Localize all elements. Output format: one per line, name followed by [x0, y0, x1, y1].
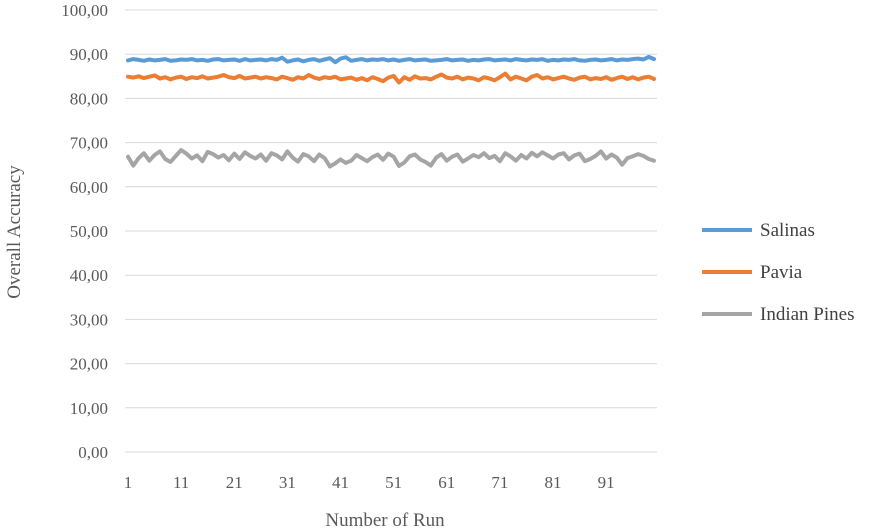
x-tick-label: 51	[385, 473, 402, 492]
series-lines	[126, 54, 656, 169]
y-tick-label: 40,00	[70, 266, 108, 285]
y-tick-label: 60,00	[70, 178, 108, 197]
legend: Salinas Pavia Indian Pines	[702, 220, 854, 325]
series-line-pavia	[126, 71, 656, 85]
y-tick-label: 50,00	[70, 222, 108, 241]
y-tick-label: 0,00	[78, 443, 108, 462]
y-tick-label: 90,00	[70, 45, 108, 64]
x-tick-label: 11	[173, 473, 189, 492]
legend-label-salinas: Salinas	[760, 220, 815, 241]
y-tick-label: 20,00	[70, 355, 108, 374]
y-tick-label: 80,00	[70, 89, 108, 108]
x-tick-label: 61	[438, 473, 455, 492]
x-tick-label: 31	[279, 473, 296, 492]
y-tick-label: 100,00	[61, 1, 108, 20]
y-tick-label: 70,00	[70, 134, 108, 153]
legend-label-pavia: Pavia	[760, 262, 803, 283]
x-tick-label: 1	[124, 473, 133, 492]
x-tick-label: 81	[545, 473, 562, 492]
y-axis-title: Overall Accuracy	[4, 165, 25, 299]
x-axis-title: Number of Run	[325, 510, 445, 529]
y-tick-label: 30,00	[70, 310, 108, 329]
x-axis-ticks: 1 11 21 31 41 51 61 71 81 91	[124, 473, 615, 492]
y-tick-label: 10,00	[70, 399, 108, 418]
y-axis-ticks: 0,00 10,00 20,00 30,00 40,00 50,00 60,00 70,00 8…	[61, 1, 108, 462]
series-line-indian-pines	[126, 148, 656, 169]
grid-lines	[125, 9, 657, 453]
series-line-salinas	[126, 54, 656, 65]
x-tick-label: 41	[332, 473, 349, 492]
x-tick-label: 91	[598, 473, 615, 492]
x-tick-label: 21	[226, 473, 243, 492]
x-tick-label: 71	[491, 473, 508, 492]
legend-label-indian-pines: Indian Pines	[760, 304, 854, 325]
